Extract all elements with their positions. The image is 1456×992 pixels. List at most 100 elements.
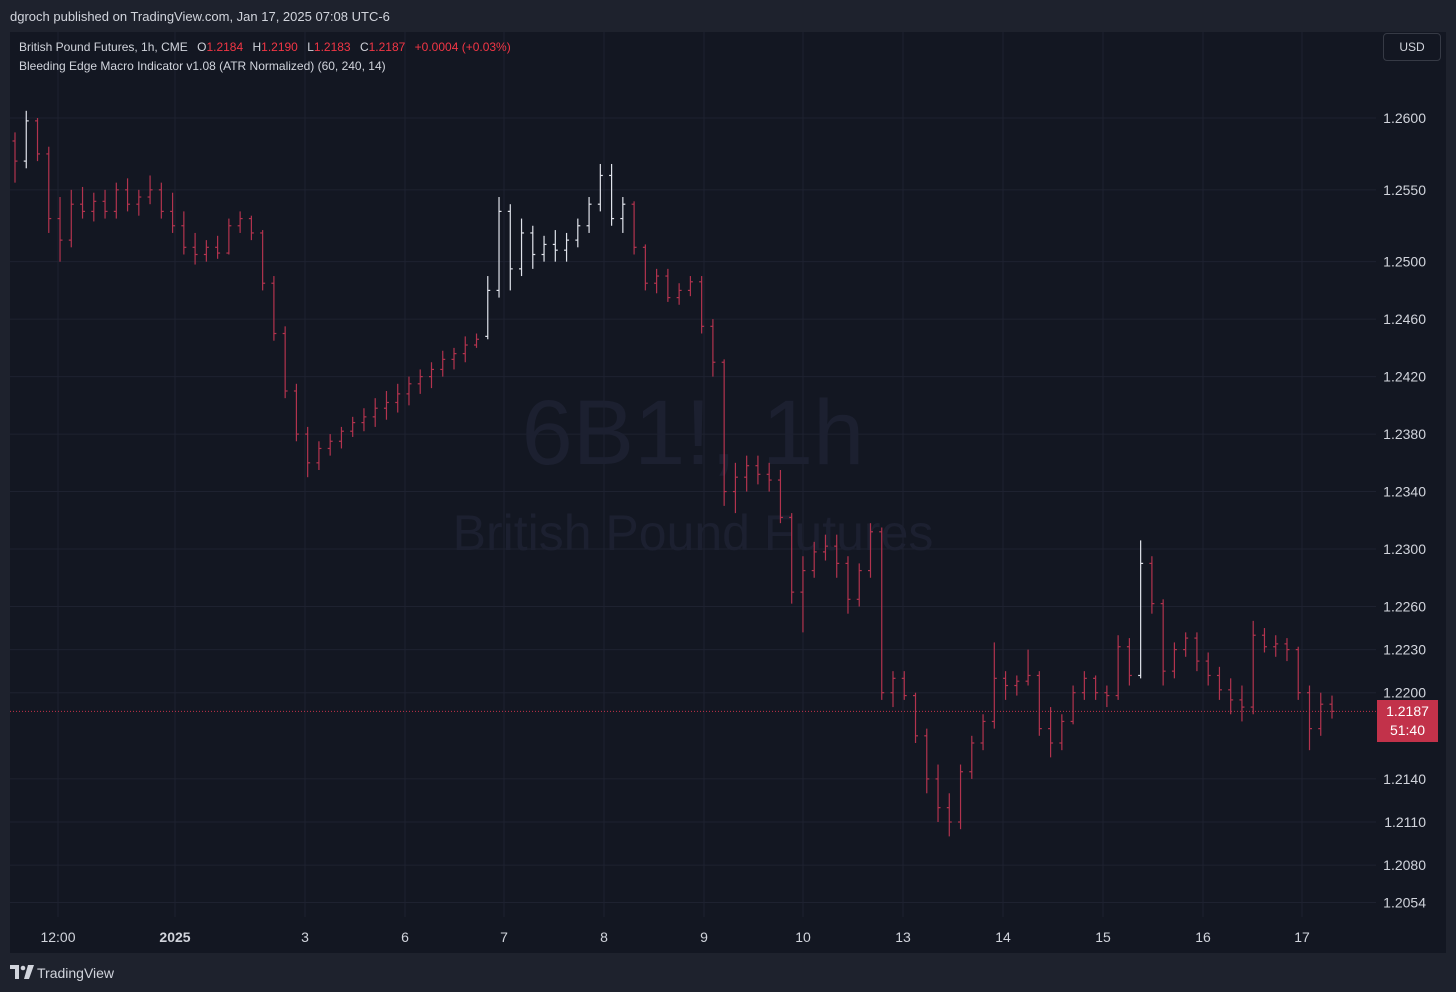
price-tick-label: 1.2550 — [1383, 182, 1426, 198]
ohlc-bar — [1250, 620, 1256, 715]
price-tick-label: 1.2460 — [1383, 311, 1426, 327]
last-price-value: 1.2187 — [1386, 703, 1429, 719]
open-label: O — [197, 40, 207, 54]
ohlc-bar — [1261, 628, 1267, 653]
time-tick-label: 7 — [500, 929, 508, 945]
ohlc-bar — [901, 671, 907, 700]
ohlc-bar — [530, 225, 536, 269]
ohlc-bar — [395, 383, 401, 413]
ohlc-bar — [158, 182, 164, 219]
time-tick-label: 10 — [795, 929, 811, 945]
time-tick-label: 16 — [1195, 929, 1211, 945]
price-tick-label: 1.2500 — [1383, 254, 1426, 270]
ohlc-bar — [338, 426, 344, 449]
ohlc-bar — [113, 182, 119, 219]
ohlc-bar — [1003, 671, 1009, 700]
ohlc-bar — [147, 175, 153, 205]
ohlc-bar — [890, 671, 896, 708]
ohlc-bar — [1048, 707, 1054, 758]
ohlc-bar — [586, 197, 592, 233]
ohlc-bar — [879, 527, 885, 700]
ohlc-bar — [237, 211, 243, 233]
ohlc-bar — [1138, 540, 1144, 679]
indicator-legend-line[interactable]: Bleeding Edge Macro Indicator v1.08 (ATR… — [19, 59, 386, 73]
ohlc-bar — [744, 455, 750, 492]
ohlc-bar — [789, 513, 795, 604]
low-value: 1.2183 — [313, 40, 351, 54]
ohlc-bar — [665, 268, 671, 302]
ohlc-bar — [203, 240, 209, 262]
price-chart[interactable]: 6B1!, 1h British Pound Futures 1.2600 1.25… — [10, 32, 1446, 953]
time-tick-label: 15 — [1095, 929, 1111, 945]
ohlc-bar — [1014, 675, 1020, 696]
ohlc-bar — [372, 398, 378, 427]
ohlc-bar — [428, 362, 434, 389]
chart-panel[interactable]: 6B1!, 1h British Pound Futures 1.2600 1.25… — [10, 32, 1446, 953]
ohlc-bar — [1306, 685, 1312, 751]
ohlc-bar — [1115, 635, 1121, 700]
price-tick-label: 1.2080 — [1383, 857, 1426, 873]
ohlc-bar — [1318, 692, 1324, 736]
ohlc-bar — [507, 204, 513, 291]
ohlc-bar — [1183, 632, 1189, 657]
ohlc-bar — [1171, 642, 1177, 679]
ohlc-bar — [1160, 599, 1166, 686]
tradingview-brand[interactable]: TradingView — [37, 965, 115, 981]
ohlc-bar — [631, 201, 637, 255]
ohlc-bar — [462, 336, 468, 363]
ohlc-bar — [710, 319, 716, 377]
price-tick-label: 1.2260 — [1383, 599, 1426, 615]
currency-button[interactable]: USD — [1383, 33, 1441, 61]
ohlc-bar — [1070, 685, 1076, 725]
ohlc-bar — [1149, 556, 1155, 614]
ohlc-bar — [980, 714, 986, 751]
high-value: 1.2190 — [261, 40, 298, 54]
bar-countdown: 51:40 — [1389, 722, 1426, 738]
ohlc-bar — [46, 146, 52, 233]
ohlc-bar — [57, 197, 63, 262]
ohlc-bar — [755, 455, 761, 485]
ohlc-bar — [350, 416, 356, 437]
ohlc-bar — [1093, 675, 1099, 700]
ohlc-bar — [811, 541, 817, 578]
watermark-name: British Pound Futures — [453, 505, 934, 561]
ohlc-bar — [856, 563, 862, 607]
ohlc-bar — [293, 383, 299, 442]
ohlc-bar — [913, 692, 919, 743]
ohlc-bar — [226, 218, 232, 255]
ohlc-bar — [68, 189, 74, 248]
ohlc-bar — [260, 230, 266, 291]
ohlc-bar — [305, 426, 311, 478]
ohlc-bar — [676, 283, 682, 305]
ohlc-bar — [451, 347, 457, 370]
ohlc-bar — [271, 276, 277, 341]
time-tick-label: 6 — [401, 929, 409, 945]
ohlc-bars — [12, 110, 1335, 837]
low-label: L — [307, 40, 314, 54]
ohlc-bar — [248, 215, 254, 241]
time-axis: 12:00 2025 3 6 7 8 9 10 13 14 15 16 17 — [40, 929, 1310, 945]
ohlc-bar — [181, 211, 187, 255]
ohlc-bar — [1216, 666, 1222, 700]
ohlc-bar — [642, 244, 648, 291]
price-tick-label: 1.2230 — [1383, 642, 1426, 658]
ohlc-bar — [519, 218, 525, 277]
price-axis: 1.2600 1.2550 1.2500 1.2460 1.2420 1.2380 1.23… — [1383, 110, 1426, 910]
ohlc-bar — [1205, 652, 1211, 686]
ohlc-bar — [474, 333, 480, 348]
time-tick-label: 2025 — [159, 929, 190, 945]
ohlc-bar — [417, 369, 423, 394]
ohlc-bar — [12, 132, 18, 183]
ohlc-bar — [552, 230, 558, 262]
ohlc-bar — [170, 192, 176, 233]
symbol-title: British Pound Futures, 1h, CME — [19, 40, 188, 54]
watermark-ticker: 6B1!, 1h — [522, 382, 865, 484]
ohlc-bar — [1126, 638, 1132, 686]
ohlc-bar — [721, 359, 727, 506]
ohlc-bar — [125, 178, 131, 212]
tradingview-logo-icon[interactable] — [10, 965, 34, 979]
last-price-tag: 1.2187 51:40 — [1377, 700, 1438, 742]
ohlc-bar — [1239, 685, 1245, 722]
ohlc-bar — [23, 110, 29, 169]
ohlc-bar — [541, 235, 547, 262]
